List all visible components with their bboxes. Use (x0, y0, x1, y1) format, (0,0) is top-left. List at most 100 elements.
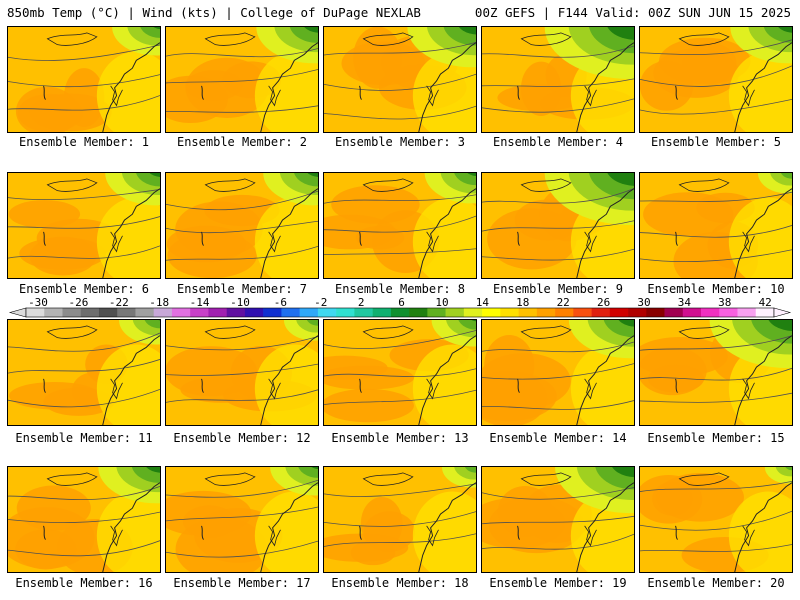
colorbar-swatch (737, 308, 757, 317)
ensemble-member-label: Ensemble Member: 15 (647, 431, 785, 445)
colorbar-tick-label: 38 (718, 296, 731, 309)
ensemble-member-label: Ensemble Member: 9 (492, 282, 624, 296)
colorbar-swatch (682, 308, 702, 317)
ensemble-map-panel (639, 466, 793, 573)
colorbar-swatch (80, 308, 100, 317)
colorbar-swatch (372, 308, 392, 317)
ensemble-map-panel (639, 172, 793, 279)
ensemble-member-label: Ensemble Member: 17 (173, 576, 311, 590)
temperature-field (482, 467, 634, 572)
colorbar-tick-label: 6 (398, 296, 405, 309)
colorbar-swatch (354, 308, 373, 317)
ensemble-map-panel (165, 172, 319, 279)
ensemble-member-label: Ensemble Member: 12 (173, 431, 311, 445)
colorbar-swatch (336, 308, 355, 317)
ensemble-map-panel (639, 319, 793, 426)
colorbar-swatch (664, 308, 684, 317)
ensemble-member-label: Ensemble Member: 7 (176, 282, 308, 296)
ensemble-map-panel (7, 319, 161, 426)
colorbar-tick-label: 10 (435, 296, 448, 309)
temperature-field (324, 27, 476, 132)
ensemble-map-panel (165, 466, 319, 573)
ensemble-member-label: Ensemble Member: 13 (331, 431, 469, 445)
colorbar-tick-label: 30 (637, 296, 650, 309)
ensemble-map-panel (7, 466, 161, 573)
ensemble-map-panel (481, 319, 635, 426)
temperature-field (8, 320, 160, 425)
colorbar-tick-label: 2 (358, 296, 365, 309)
ensemble-member-label: Ensemble Member: 2 (176, 135, 308, 149)
ensemble-member-label: Ensemble Member: 10 (647, 282, 785, 296)
ensemble-member-label: Ensemble Member: 3 (334, 135, 466, 149)
ensemble-map-panel (481, 172, 635, 279)
colorbar-swatch (390, 308, 410, 317)
ensemble-member-label: Ensemble Member: 16 (15, 576, 153, 590)
temperature-field (482, 27, 634, 132)
colorbar-tick-label: -2 (314, 296, 327, 309)
temperature-field (8, 467, 160, 572)
colorbar-swatch (573, 308, 592, 317)
colorbar-swatch (555, 308, 574, 317)
ensemble-map-panel (7, 26, 161, 133)
colorbar-tick-label: -18 (149, 296, 169, 309)
colorbar-tick-label: -14 (190, 296, 210, 309)
colorbar-swatch (646, 308, 665, 317)
colorbar-swatch (609, 308, 629, 317)
colorbar-swatch (701, 308, 720, 317)
colorbar-swatch (719, 308, 738, 317)
colorbar-swatch (281, 308, 300, 317)
colorbar-swatch (536, 308, 556, 317)
temperature-field (482, 173, 634, 278)
ensemble-member-label: Ensemble Member: 14 (489, 431, 627, 445)
temperature-field (166, 173, 318, 278)
ensemble-member-label: Ensemble Member: 18 (331, 576, 469, 590)
ensemble-map-panel (481, 466, 635, 573)
ensemble-member-label: Ensemble Member: 6 (18, 282, 150, 296)
colorbar-swatch (135, 308, 155, 317)
temperature-field (640, 467, 792, 572)
colorbar-swatch (409, 308, 428, 317)
colorbar-tick-label: -26 (68, 296, 88, 309)
colorbar-swatch (171, 308, 191, 317)
ensemble-map-panel (7, 172, 161, 279)
colorbar-swatch (153, 308, 173, 317)
ensemble-map-panel (323, 466, 477, 573)
colorbar-swatch (591, 308, 611, 317)
ensemble-map-panel (165, 319, 319, 426)
colorbar-swatch (226, 308, 246, 317)
colorbar-swatch (317, 308, 337, 317)
colorbar-tick-label: -6 (274, 296, 287, 309)
colorbar-tick-label: -10 (230, 296, 250, 309)
colorbar-swatch (62, 308, 82, 317)
colorbar-swatch (208, 308, 227, 317)
temperature-field (166, 467, 318, 572)
ensemble-map-panel (323, 26, 477, 133)
ensemble-member-label: Ensemble Member: 11 (15, 431, 153, 445)
colorbar-swatch (482, 308, 501, 317)
colorbar-swatch (755, 308, 775, 317)
ensemble-map-panel (165, 26, 319, 133)
temperature-field (640, 320, 792, 425)
temperature-field (640, 173, 792, 278)
colorbar-swatch (500, 308, 519, 317)
colorbar-tick-label: 26 (597, 296, 610, 309)
ensemble-member-label: Ensemble Member: 1 (18, 135, 150, 149)
temperature-field (166, 320, 318, 425)
ensemble-member-label: Ensemble Member: 8 (334, 282, 466, 296)
temperature-field (324, 467, 476, 572)
ensemble-member-label: Ensemble Member: 4 (492, 135, 624, 149)
ensemble-map-panel (323, 172, 477, 279)
temperature-colorbar: -30 -26 -22 -18 -14 -10 -6 -2 2 6 10 14 18 22 26 30 34 38… (8, 296, 792, 318)
colorbar-tick-label: -22 (109, 296, 129, 309)
ensemble-map-panel (323, 319, 477, 426)
colorbar-swatch (26, 308, 45, 317)
colorbar-tick-label: 34 (678, 296, 692, 309)
ensemble-member-label: Ensemble Member: 5 (650, 135, 782, 149)
colorbar-swatch (628, 308, 647, 317)
colorbar-tick-label: -30 (28, 296, 48, 309)
ensemble-member-label: Ensemble Member: 20 (647, 576, 785, 590)
colorbar-high-arrow (773, 307, 792, 318)
ensemble-map-panel (481, 26, 635, 133)
colorbar-tick-label: 14 (476, 296, 490, 309)
temperature-field (8, 27, 160, 132)
